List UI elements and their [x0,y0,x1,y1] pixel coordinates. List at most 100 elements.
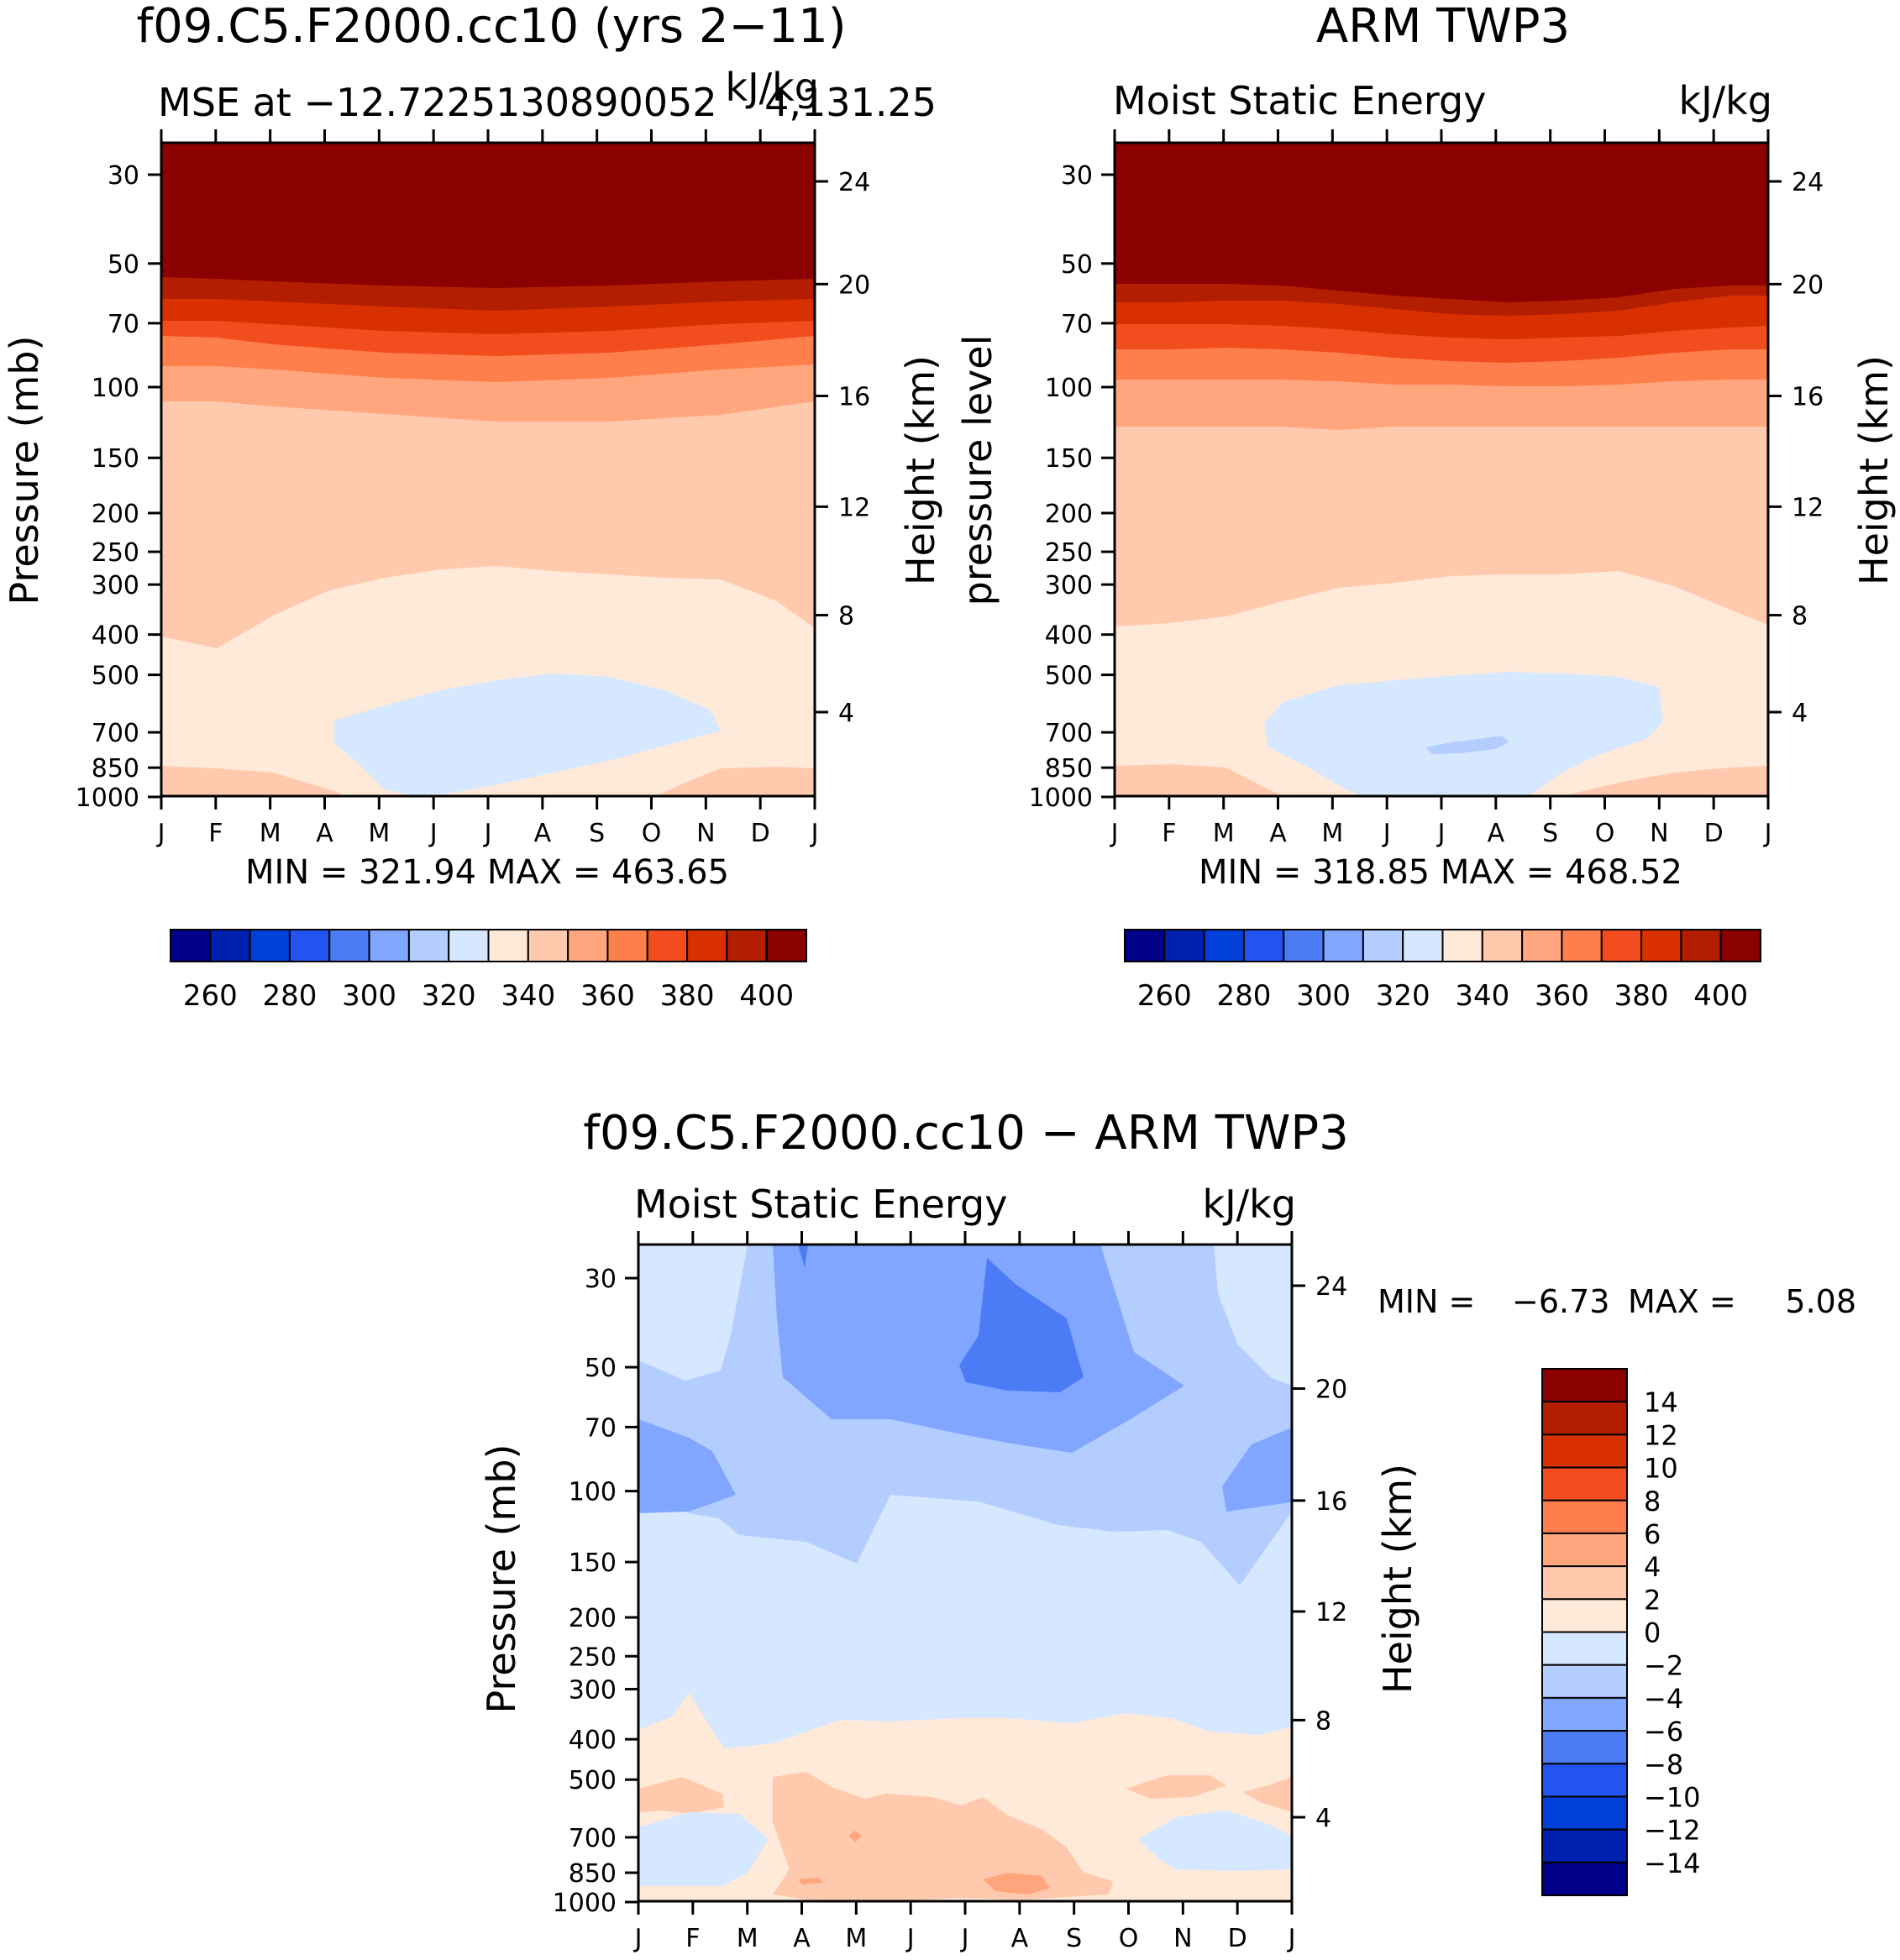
panel3-y-tick-label: 400 [569,1726,617,1755]
panel1-y-tick-label: 400 [92,621,139,651]
panel2-colorbar-swatch [1481,929,1524,962]
panel1-band-320 [334,673,721,796]
panel3-colorbar-label: 12 [1644,1419,1678,1451]
panel3-title: f09.C5.F2000.cc10 − ARM TWP3 [583,1106,1349,1161]
panel2-colorbar-swatch [1719,929,1761,962]
panel3-y-tick-label: 700 [569,1824,617,1853]
panel1-colorbar-label: 280 [262,979,317,1013]
panel2-y2-tick-label: 16 [1792,382,1824,411]
panel2-y2-tick-label: 4 [1792,699,1808,728]
panel2-y2-tick-label: 24 [1792,168,1824,197]
panel3-band-neg6 [959,1258,1084,1392]
panel3-colorbar-swatch [1541,1795,1628,1831]
panel3-colorbar-label: −2 [1644,1650,1683,1682]
panel1-colorbar-swatch [606,929,648,962]
panel1-band-surface [161,766,344,796]
panel2-colorbar-swatch [1680,929,1722,962]
panel1-colorbar-swatch [686,929,728,962]
panel3-y2-label: Height (km) [1375,1464,1420,1694]
panel3-colorbar-label: −8 [1644,1748,1683,1780]
panel3-colorbar-swatch [1541,1631,1628,1666]
panel2-x-tick-label: F [1162,819,1176,848]
panel1-y-tick-label: 150 [92,444,139,474]
panel3-x-tick-label: J [905,1924,915,1953]
panel2-x-tick-label: J [1436,819,1446,848]
panel3-y2-tick-label: 4 [1315,1804,1331,1833]
panel1-x-tick-label: F [208,819,223,848]
panel2-colorbar-swatch [1203,929,1245,962]
panel3-colorbar-label: 4 [1644,1551,1661,1583]
panel2-y-tick-label: 150 [1045,444,1093,474]
panel3-y-tick-label: 150 [569,1549,617,1578]
panel3-colorbar-swatch [1541,1861,1628,1896]
panel1-colorbar-swatch [407,929,450,962]
panel3-band-pos4c [798,1878,823,1884]
panel3-band-neg4-left [638,1419,736,1513]
panel2-minmax: MIN = 318.85 MAX = 468.52 [1199,853,1682,892]
panel1-x-tick-label: J [428,819,438,848]
panel1-y-tick-label: 250 [92,538,139,568]
panel1-y-tick-label: 200 [92,500,139,529]
panel2-y-tick-label: 30 [1061,161,1093,191]
panel3-colorbar-swatch [1541,1598,1628,1633]
panel2-band-320 [1264,672,1663,796]
panel2-colorbar-swatch [1600,929,1643,962]
panel1-band-surface-r [655,767,815,796]
panel1-y2-tick-label: 16 [838,382,870,411]
panel3-y2-tick-label: 16 [1315,1487,1347,1517]
panel2-y-tick-label: 850 [1045,754,1093,783]
panel3-colorbar-label: 0 [1644,1617,1661,1649]
panel2-x-tick-label: O [1595,819,1615,848]
panel3-y-tick-label: 300 [569,1675,617,1705]
panel1-colorbar-label: 360 [580,979,635,1013]
panel2-colorbar-label: 320 [1376,979,1430,1013]
panel1-y-tick-label: 30 [108,161,139,191]
panel2-y-label: pressure level [955,335,1000,606]
panel3-units: kJ/kg [1202,1182,1296,1227]
panel1-minmax: MIN = 321.94 MAX = 463.65 [245,853,729,892]
panel1-y-tick-label: 70 [108,310,139,339]
panel3-y-tick-label: 200 [569,1604,617,1633]
panel2-y2-tick-label: 20 [1792,270,1824,300]
panel2-x-tick-label: M [1321,819,1343,848]
panel1-colorbar-swatch [567,929,609,962]
panel1-colorbar-swatch [527,929,569,962]
panel3-x-tick-label: D [1228,1924,1247,1953]
panel1-colorbar-label: 320 [422,979,476,1013]
panel2-y-tick-label: 700 [1045,719,1093,748]
panel3-y-tick-label: 1000 [553,1889,617,1918]
panel2-axes: J F M A M J J A S O N D J 30 50 70 100 150 200 250 300 400 500… [1029,129,1824,848]
panel3-colorbar-swatch [1541,1664,1628,1699]
panel1-y2-tick-label: 4 [838,699,854,728]
panel1-y-tick-label: 850 [92,754,139,783]
panel1-colorbar: 260 280 300 320 340 360 380 400 [170,929,807,1013]
panel1-colorbar-swatch [765,929,807,962]
panel1-title: f09.C5.F2000.cc10 (yrs 2−11) [136,0,846,54]
panel1-y2-tick-label: 24 [838,168,870,197]
panel2-y-tick-label: 250 [1045,538,1093,568]
panel3-x-tick-label: A [1011,1924,1029,1953]
panel1-y-tick-label: 500 [92,662,139,691]
panel2-units: kJ/kg [1678,78,1772,123]
panel2-x-tick-label: S [1542,819,1558,848]
panel3-y2-tick-label: 20 [1315,1376,1347,1405]
panel1-y2-label: Height (km) [898,355,943,585]
panel3-y2-tick-label: 24 [1315,1272,1347,1302]
panel2-colorbar-swatch [1322,929,1364,962]
panel3-band-pos4a [848,1831,862,1842]
panel1-colorbar-swatch [209,929,251,962]
panel3-min-label: MIN = [1378,1283,1475,1320]
panel2-y-tick-label: 100 [1045,374,1093,403]
panel2-colorbar-swatch [1163,929,1205,962]
panel1-x-tick-label: N [696,819,715,848]
panel2-x-tick-label: J [1382,819,1391,848]
panel3-axes: J F M A M J J A S O N D J 30 50 70 100 150 200 250 300 400 500… [553,1231,1347,1953]
panel2-colorbar-label: 360 [1535,979,1589,1013]
panel2-y2-label: Height (km) [1851,355,1897,585]
panel1-x-tick-label: M [260,819,281,848]
panel3-colorbar-label: −14 [1644,1847,1701,1879]
panel3-max-label: MAX = [1628,1283,1736,1320]
panel2-band-300 [1425,736,1509,754]
panel1-x-tick-label: D [751,819,770,848]
